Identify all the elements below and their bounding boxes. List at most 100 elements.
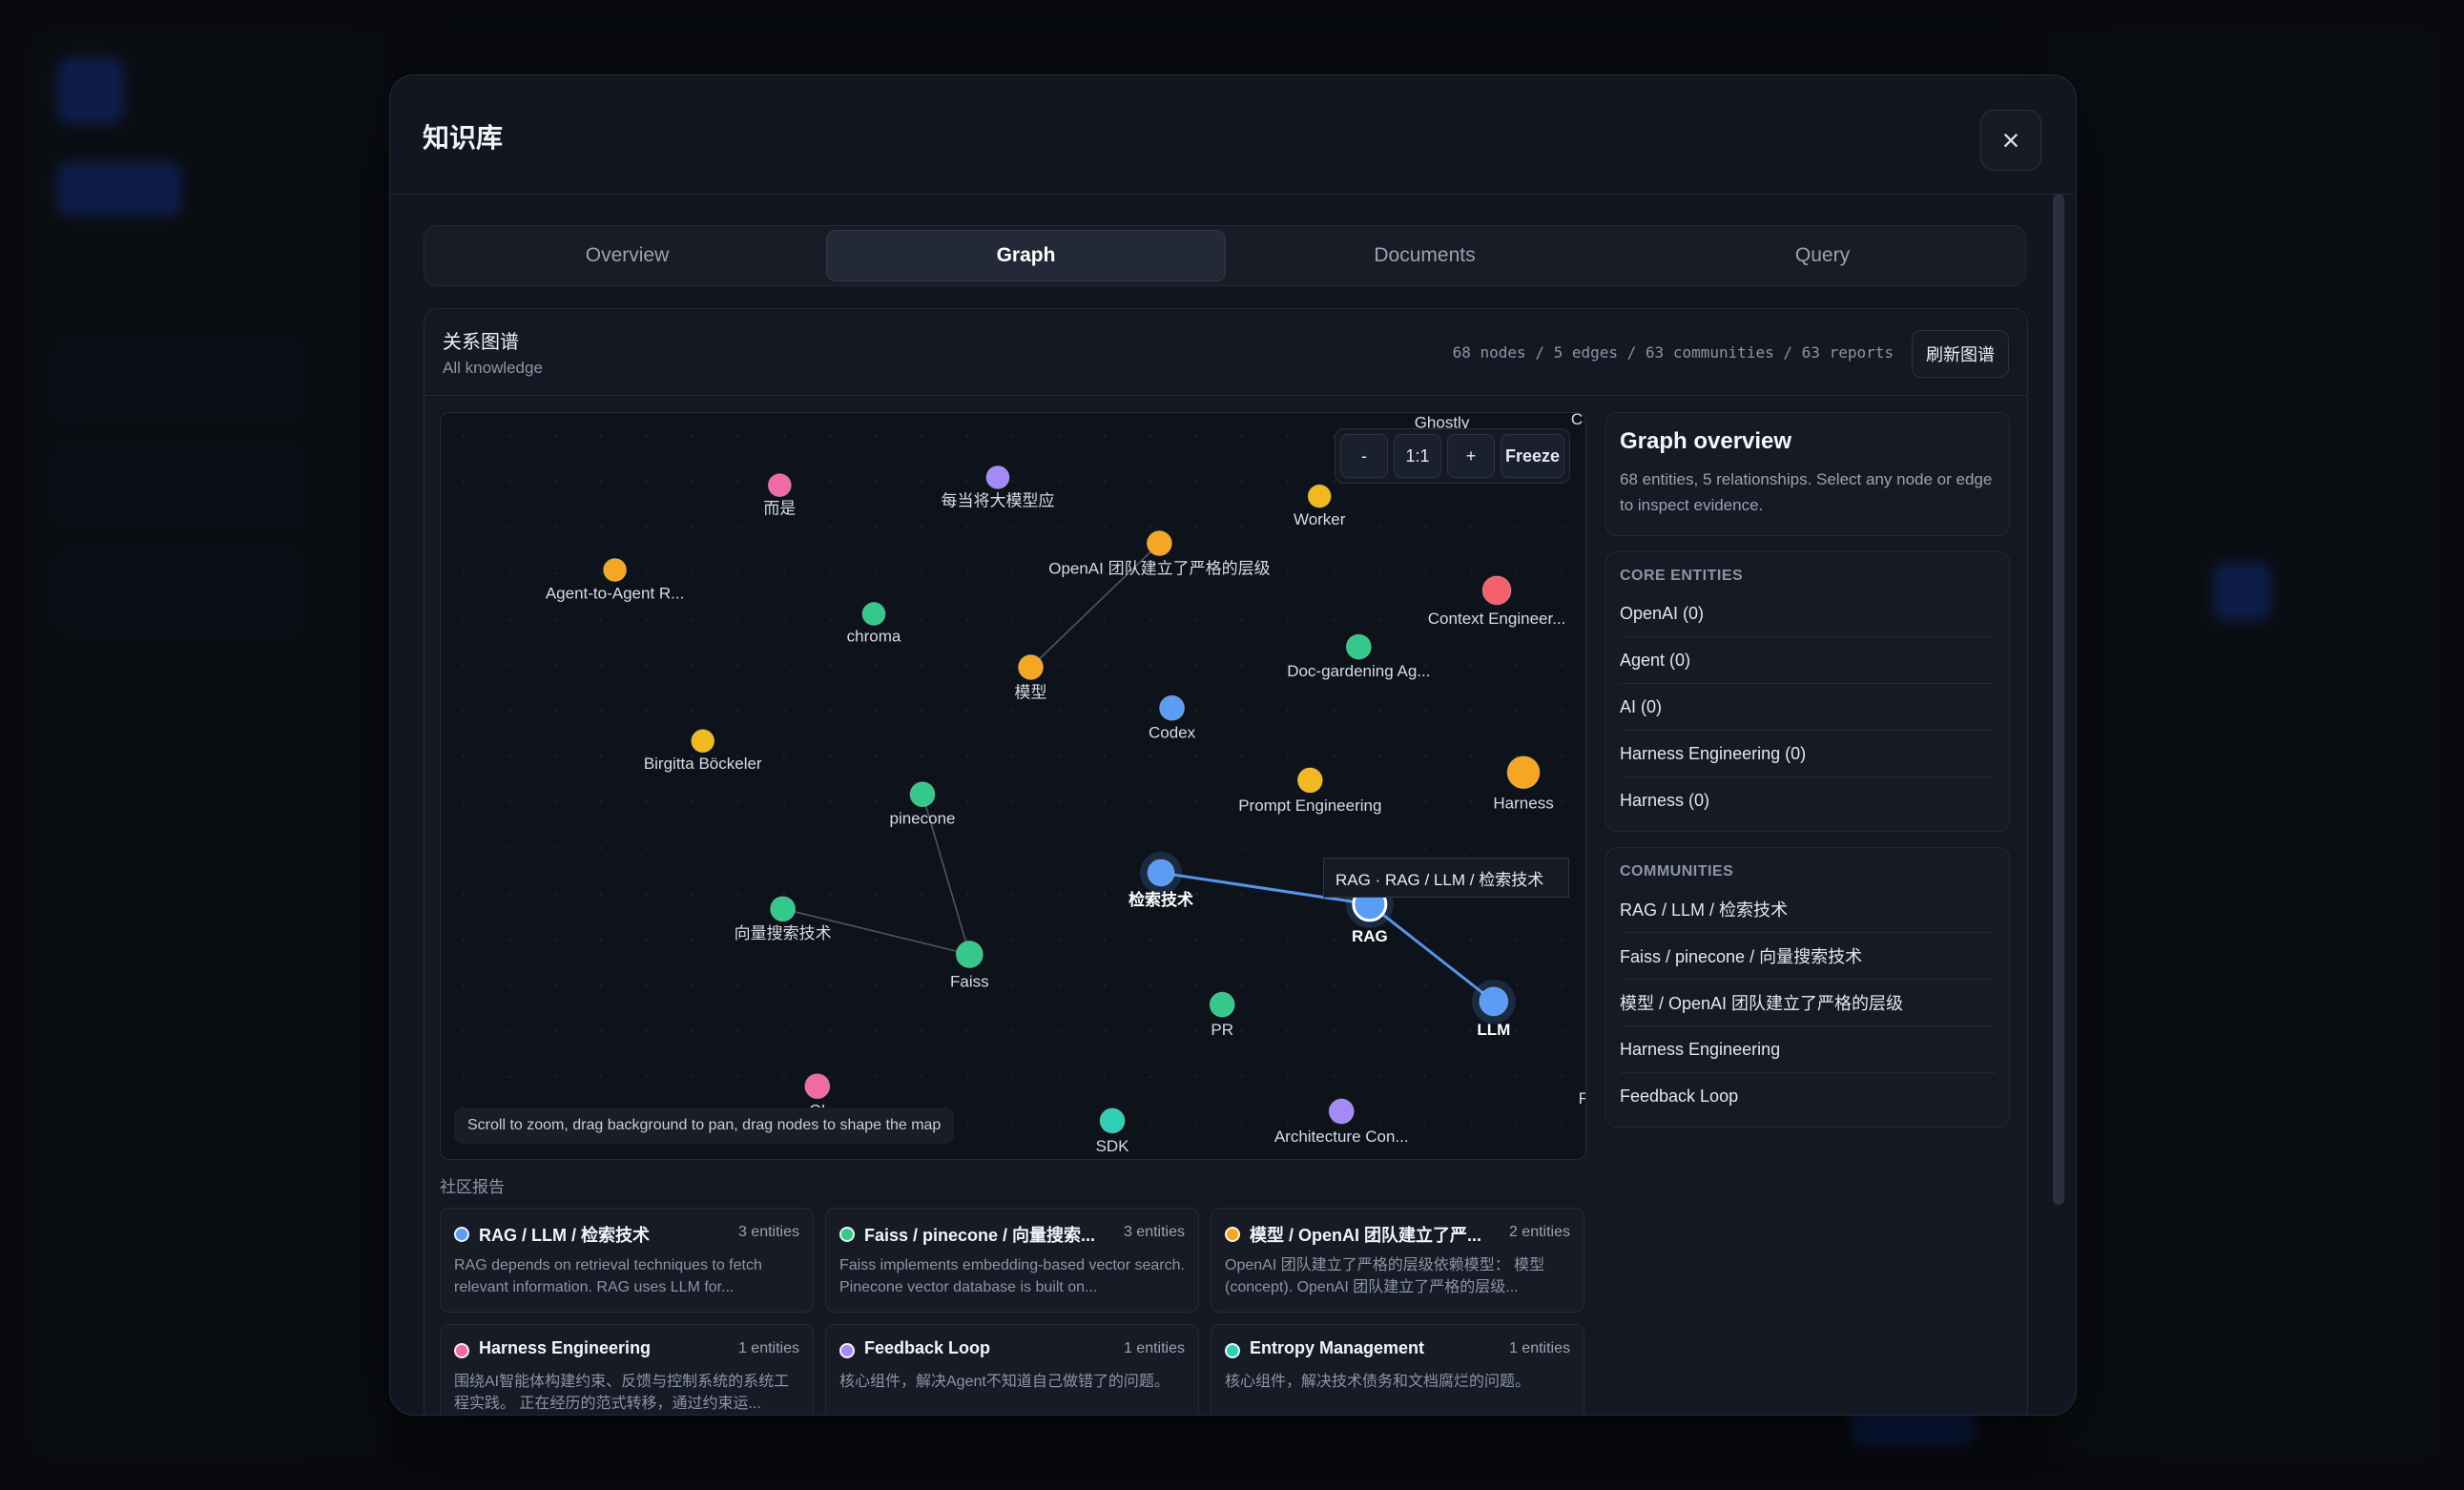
- graph-node-ctx[interactable]: Context Engineer...: [1428, 575, 1566, 628]
- tab-documents[interactable]: Documents: [1374, 244, 1476, 266]
- graph-node-dot[interactable]: [770, 896, 797, 922]
- graph-canvas[interactable]: 而是 每当将大模型应 Worker Agent-to-Agent R... OpenAI…: [440, 412, 1586, 1160]
- graph-node-label: Worker: [1294, 510, 1346, 528]
- graph-stats: 68 nodes / 5 edges / 63 communities / 63…: [1452, 343, 1894, 362]
- graph-node-dot[interactable]: [804, 1073, 831, 1100]
- close-button[interactable]: ×: [1980, 110, 2041, 171]
- graph-node-harness[interactable]: Harness: [1493, 755, 1554, 813]
- graph-node-dot[interactable]: [985, 465, 1010, 489]
- graph-node-openai[interactable]: OpenAI 团队建立了严格的层级: [1048, 530, 1271, 578]
- graph-node-docg[interactable]: Doc-gardening Ag...: [1287, 633, 1430, 680]
- background-row: [57, 553, 305, 630]
- refresh-graph-button[interactable]: 刷新图谱: [1912, 330, 2009, 378]
- graph-node-dot[interactable]: [1345, 633, 1372, 660]
- community-item[interactable]: Faiss / pinecone / 向量搜索技术: [1620, 933, 1996, 980]
- community-report-card[interactable]: 模型 / OpenAI 团队建立了严... 2 entities OpenAI 团队…: [1211, 1208, 1584, 1313]
- graph-node-dot[interactable]: [1328, 1098, 1355, 1125]
- graph-node-dot[interactable]: [1018, 653, 1045, 680]
- knowledge-base-modal: 知识库 × Overview Graph Documents Query 关系图…: [389, 74, 2077, 1416]
- graph-panel: 关系图谱 All knowledge 68 nodes / 5 edges / …: [424, 308, 2028, 1415]
- community-item[interactable]: RAG / LLM / 检索技术: [1620, 886, 1996, 933]
- graph-svg[interactable]: 而是 每当将大模型应 Worker Agent-to-Agent R... OpenAI…: [441, 413, 1585, 1159]
- graph-node-moxing[interactable]: 模型: [1015, 653, 1047, 701]
- graph-node-pinecone[interactable]: pinecone: [890, 781, 956, 828]
- graph-node-dot[interactable]: [909, 781, 936, 808]
- community-report-card[interactable]: RAG / LLM / 检索技术 3 entities RAG depends on…: [440, 1208, 814, 1313]
- graph-node-pr[interactable]: PR: [1209, 991, 1235, 1039]
- tab-graph[interactable]: Graph: [826, 230, 1226, 281]
- graph-node-dot[interactable]: [1481, 575, 1512, 606]
- graph-node-meidang[interactable]: 每当将大模型应: [941, 465, 1054, 509]
- graph-node-birgitta[interactable]: Birgitta Böckeler: [644, 729, 762, 773]
- graph-node-dot[interactable]: [603, 558, 628, 582]
- graph-node-dot[interactable]: [1146, 530, 1172, 557]
- core-entity-item[interactable]: AI (0): [1620, 684, 1996, 731]
- graph-node-dot[interactable]: [1209, 991, 1235, 1018]
- graph-node-dot[interactable]: [1147, 859, 1175, 887]
- graph-edge[interactable]: [921, 794, 971, 955]
- modal-scrollbar[interactable]: [2053, 194, 2064, 1205]
- graph-node-sdk[interactable]: SDK: [1096, 1107, 1130, 1155]
- community-item[interactable]: Harness Engineering: [1620, 1026, 1996, 1073]
- community-item[interactable]: 模型 / OpenAI 团队建立了严格的层级: [1620, 980, 1996, 1026]
- core-entity-item[interactable]: Harness Engineering (0): [1620, 731, 1996, 777]
- community-report-count: 3 entities: [1123, 1224, 1185, 1240]
- community-reports-heading: 社区报告: [440, 1178, 505, 1196]
- graph-edge[interactable]: [1160, 871, 1371, 906]
- graph-node-xiangliang[interactable]: 向量搜索技术: [735, 896, 832, 942]
- graph-node-label: Agent-to-Agent R...: [546, 585, 685, 603]
- graph-node-label: Context Engineer...: [1428, 610, 1566, 628]
- community-report-description: Faiss implements embedding-based vector …: [839, 1257, 1185, 1295]
- graph-node-dot[interactable]: [1506, 755, 1541, 790]
- graph-node-label: Fe: [1579, 1089, 1585, 1107]
- background-sidebar: [29, 29, 391, 1459]
- graph-node-fe[interactable]: Fe: [1579, 1089, 1585, 1107]
- graph-node-label: Codex: [1149, 723, 1196, 741]
- graph-node-dot[interactable]: [1159, 694, 1186, 721]
- graph-node-label: 向量搜索技术: [735, 924, 832, 942]
- community-report-card[interactable]: Faiss / pinecone / 向量搜索... 3 entities Fais…: [825, 1208, 1199, 1313]
- graph-edge[interactable]: [782, 908, 970, 956]
- graph-node-llm[interactable]: LLM: [1471, 979, 1516, 1039]
- zoom-in-button[interactable]: +: [1446, 434, 1495, 478]
- core-entity-item[interactable]: Agent (0): [1620, 637, 1996, 684]
- community-report-card[interactable]: Harness Engineering 1 entities 围绕AI智能体构建约束…: [440, 1324, 814, 1415]
- graph-node-erzhe[interactable]: 而是: [763, 473, 796, 518]
- graph-node-dot[interactable]: [1307, 484, 1332, 508]
- graph-node-prompt[interactable]: Prompt Engineering: [1238, 767, 1381, 815]
- graph-node-ghost[interactable]: Ghostly: [1415, 413, 1470, 431]
- graph-node-worker[interactable]: Worker: [1294, 484, 1346, 528]
- graph-node-a2a[interactable]: Agent-to-Agent R...: [546, 558, 685, 603]
- graph-hint: Scroll to zoom, drag background to pan, …: [454, 1107, 955, 1144]
- freeze-button[interactable]: Freeze: [1500, 434, 1564, 478]
- tab-overview[interactable]: Overview: [585, 244, 670, 266]
- zoom-out-button[interactable]: -: [1339, 434, 1388, 478]
- graph-node-dot[interactable]: [1479, 986, 1509, 1017]
- community-report-card[interactable]: Entropy Management 1 entities 核心组件，解决技术债务和…: [1211, 1324, 1584, 1415]
- graph-node-dot[interactable]: [1296, 767, 1323, 794]
- graph-node-arch[interactable]: Architecture Con...: [1274, 1098, 1409, 1146]
- graph-node-c_top[interactable]: C: [1571, 413, 1583, 428]
- community-item[interactable]: Feedback Loop: [1620, 1086, 1739, 1106]
- tab-query[interactable]: Query: [1794, 244, 1851, 266]
- graph-node-codex[interactable]: Codex: [1149, 694, 1196, 741]
- graph-node-chroma[interactable]: chroma: [847, 602, 901, 646]
- graph-node-jiansuo[interactable]: 检索技术: [1128, 851, 1193, 909]
- graph-node-label: pinecone: [890, 810, 956, 828]
- graph-node-dot[interactable]: [955, 941, 984, 969]
- graph-node-label: PR: [1211, 1021, 1233, 1039]
- modal-header: 知识库 ×: [390, 75, 2076, 195]
- graph-node-dot[interactable]: [1099, 1107, 1126, 1134]
- community-report-count: 1 entities: [737, 1340, 799, 1356]
- community-report-title: Entropy Management: [1250, 1338, 1425, 1357]
- zoom-reset-button[interactable]: 1:1: [1393, 434, 1441, 478]
- graph-node-dot[interactable]: [691, 729, 715, 754]
- graph-edge[interactable]: [1368, 902, 1495, 1004]
- core-entity-item[interactable]: OpenAI (0): [1620, 590, 1996, 637]
- community-report-card[interactable]: Feedback Loop 1 entities 核心组件，解决Agent不知道自己…: [825, 1324, 1199, 1415]
- graph-node-dot[interactable]: [767, 473, 792, 498]
- graph-edge[interactable]: [1029, 542, 1160, 669]
- graph-node-dot[interactable]: [861, 602, 886, 627]
- core-entity-item[interactable]: Harness (0): [1620, 790, 1710, 810]
- graph-node-faiss[interactable]: Faiss: [950, 941, 989, 991]
